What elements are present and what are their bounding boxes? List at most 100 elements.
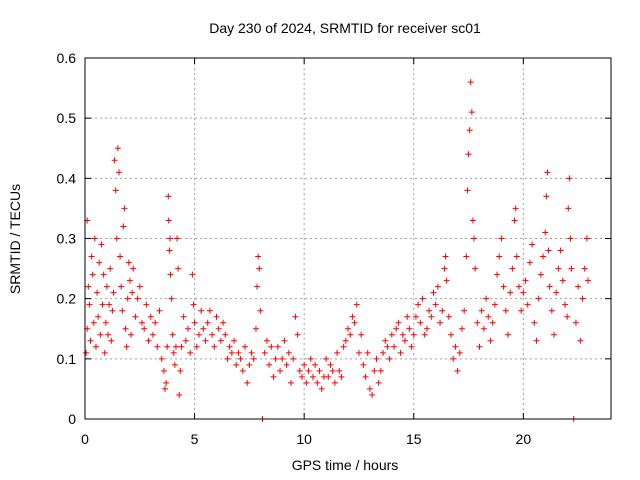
data-point xyxy=(469,217,476,224)
data-point xyxy=(464,187,471,194)
data-point xyxy=(309,373,316,380)
data-point xyxy=(126,277,133,284)
data-point xyxy=(468,109,475,116)
data-point xyxy=(290,355,297,362)
data-point xyxy=(147,313,154,320)
data-point xyxy=(334,349,341,356)
data-point xyxy=(292,313,299,320)
data-point xyxy=(239,367,246,374)
data-point xyxy=(375,379,382,386)
data-point xyxy=(237,355,244,362)
data-point xyxy=(198,307,205,314)
data-point xyxy=(336,367,343,374)
data-point xyxy=(329,367,336,374)
data-point xyxy=(228,349,235,356)
data-point xyxy=(524,301,531,308)
data-point xyxy=(437,319,444,326)
data-point xyxy=(325,373,332,380)
data-point xyxy=(190,301,197,308)
data-point xyxy=(226,343,233,350)
data-point xyxy=(244,379,251,386)
x-tick-label: 20 xyxy=(516,431,532,447)
data-point xyxy=(149,331,156,338)
data-point xyxy=(211,343,218,350)
data-point xyxy=(331,379,338,386)
data-point xyxy=(235,349,242,356)
data-point xyxy=(426,307,433,314)
data-point xyxy=(102,319,109,326)
data-point xyxy=(480,325,487,332)
data-point xyxy=(476,343,483,350)
data-point xyxy=(257,307,264,314)
data-point xyxy=(121,205,128,212)
data-point xyxy=(172,343,179,350)
data-point xyxy=(125,259,132,266)
data-point xyxy=(531,319,538,326)
data-point xyxy=(410,331,417,338)
data-point xyxy=(154,343,161,350)
data-point xyxy=(204,319,211,326)
data-point xyxy=(156,307,163,314)
data-point xyxy=(118,283,125,290)
data-point xyxy=(485,313,492,320)
data-point xyxy=(509,265,516,272)
data-point xyxy=(500,283,507,290)
data-point xyxy=(296,367,303,374)
data-point xyxy=(167,235,174,242)
data-point xyxy=(89,271,96,278)
data-point xyxy=(518,307,525,314)
data-point xyxy=(445,313,452,320)
data-point xyxy=(113,235,120,242)
data-point xyxy=(261,349,268,356)
data-point xyxy=(386,355,393,362)
data-point xyxy=(393,325,400,332)
data-point xyxy=(371,367,378,374)
data-point xyxy=(472,265,479,272)
data-point xyxy=(91,235,98,242)
y-tick-label: 0.3 xyxy=(57,231,77,247)
data-point xyxy=(404,313,411,320)
data-point xyxy=(489,319,496,326)
data-point xyxy=(353,301,360,308)
data-point xyxy=(577,337,584,344)
data-point xyxy=(145,337,152,344)
data-point xyxy=(88,253,95,260)
data-point xyxy=(114,145,121,152)
data-point xyxy=(442,253,449,260)
data-point xyxy=(380,349,387,356)
data-point xyxy=(465,151,472,158)
data-point xyxy=(399,331,406,338)
data-point xyxy=(546,283,553,290)
data-point xyxy=(544,169,551,176)
data-point xyxy=(110,289,117,296)
data-point xyxy=(281,337,288,344)
data-point xyxy=(224,355,231,362)
data-point xyxy=(441,265,448,272)
data-point xyxy=(213,313,220,320)
x-tick-label: 15 xyxy=(406,431,422,447)
data-point xyxy=(487,337,494,344)
data-point xyxy=(105,331,112,338)
grid-lines xyxy=(85,58,611,419)
y-tick-labels: 0 0.1 0.2 0.3 0.4 0.5 0.6 xyxy=(57,50,77,427)
data-point xyxy=(132,313,139,320)
data-point xyxy=(415,301,422,308)
data-point xyxy=(535,295,542,302)
data-point xyxy=(182,337,189,344)
data-point xyxy=(466,127,473,134)
data-point xyxy=(134,295,141,302)
data-point xyxy=(358,331,365,338)
data-point xyxy=(231,337,238,344)
data-point xyxy=(92,343,99,350)
data-point xyxy=(129,289,136,296)
data-point xyxy=(303,379,310,386)
data-point xyxy=(248,349,255,356)
data-point xyxy=(168,295,175,302)
data-point xyxy=(553,289,560,296)
x-axis-label: GPS time / hours xyxy=(292,457,399,473)
data-point xyxy=(439,307,446,314)
data-point xyxy=(467,79,474,86)
data-point xyxy=(285,349,292,356)
data-point xyxy=(366,385,373,392)
